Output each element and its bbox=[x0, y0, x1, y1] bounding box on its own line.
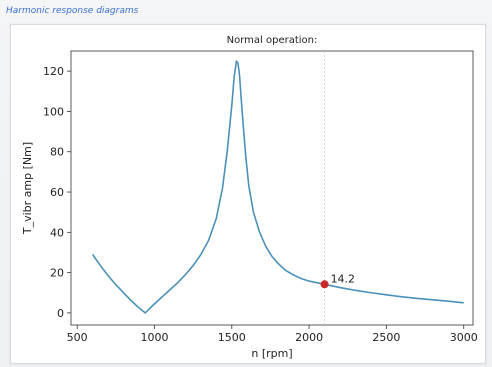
plot-card: Normal operation: 500 1000 1500 2000 2500 300… bbox=[10, 24, 486, 364]
y-tick-label: 120 bbox=[43, 65, 64, 78]
y-tick-label: 100 bbox=[43, 105, 64, 118]
x-tick-label: 2000 bbox=[295, 331, 323, 344]
y-tick-label: 40 bbox=[50, 226, 64, 239]
y-tick-label: 80 bbox=[50, 146, 64, 159]
x-tick-label: 2500 bbox=[372, 331, 400, 344]
y-tick-label: 20 bbox=[50, 267, 64, 280]
x-tick-label: 1000 bbox=[140, 331, 168, 344]
y-tick-label: 0 bbox=[57, 307, 64, 320]
harmonic-response-chart: Normal operation: 500 1000 1500 2000 2500 300… bbox=[21, 35, 478, 360]
panel-title: Harmonic response diagrams bbox=[6, 6, 139, 16]
x-tick-label: 1500 bbox=[218, 331, 246, 344]
series-line bbox=[91, 60, 464, 314]
plot-area-border bbox=[70, 50, 474, 326]
marker-point bbox=[320, 280, 329, 289]
y-tick-label: 60 bbox=[50, 186, 64, 199]
plot-frame bbox=[70, 50, 474, 326]
x-axis-label: n [rpm] bbox=[251, 347, 292, 360]
x-tick-label: 3000 bbox=[450, 331, 478, 344]
y-axis-label: T_vibr amp [Nm] bbox=[21, 142, 34, 235]
axis-ticks: 500 1000 1500 2000 2500 3000 0 20 40 60 80 100 120 bbox=[43, 65, 478, 344]
x-tick-label: 500 bbox=[67, 331, 88, 344]
chart-title: Normal operation: bbox=[227, 35, 318, 46]
marker-label: 14.2 bbox=[331, 272, 356, 285]
